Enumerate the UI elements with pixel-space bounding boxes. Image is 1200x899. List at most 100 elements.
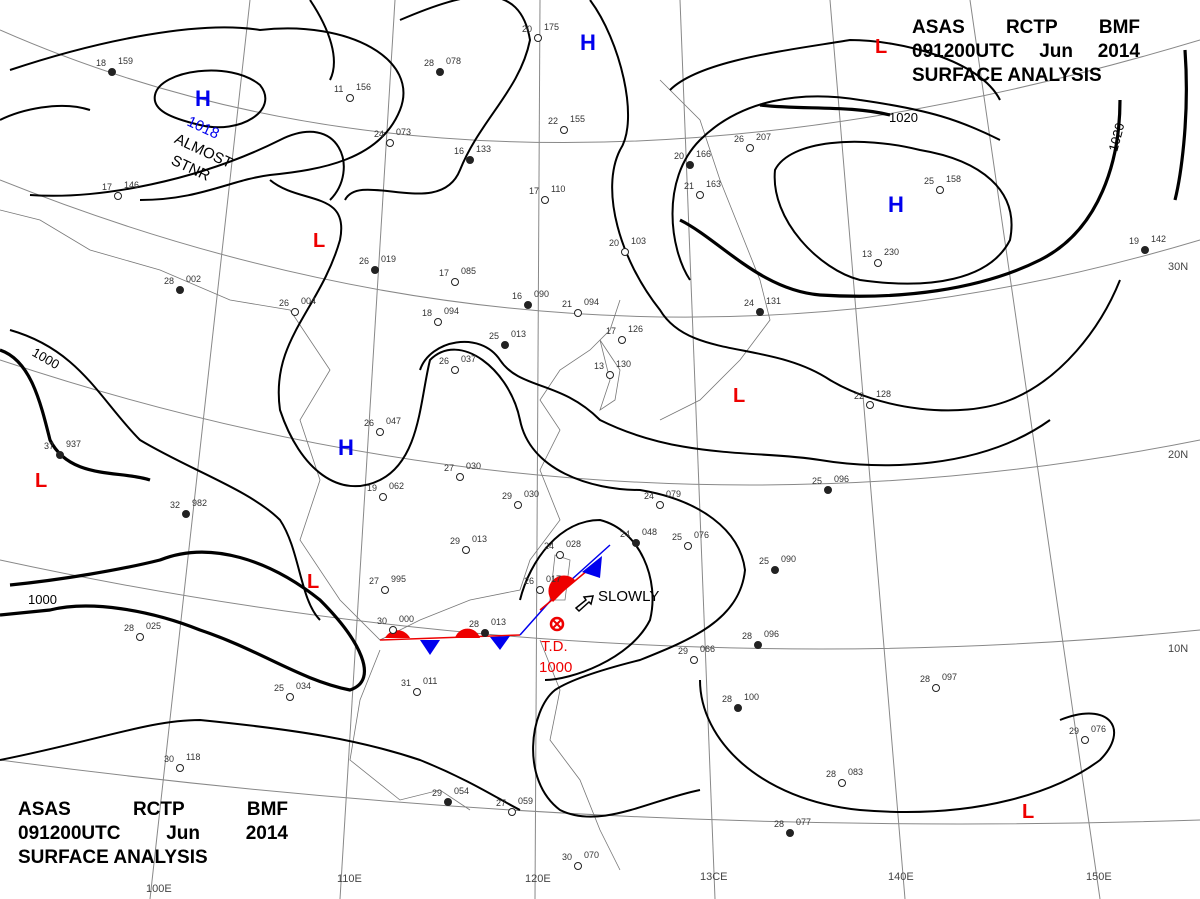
station-temp: 24 — [644, 491, 654, 501]
station-circle-icon — [508, 808, 516, 816]
station-plot: 13 130 — [594, 359, 631, 379]
station-temp: 30 — [164, 754, 174, 764]
station-plot: 31 011 — [401, 676, 437, 696]
station-circle-icon — [756, 308, 764, 316]
low-center: L — [875, 36, 887, 58]
td-motion: SLOWLY — [598, 588, 659, 605]
station-plot: 21 094 — [562, 297, 599, 317]
td-pressure: 1000 — [539, 659, 572, 676]
station-temp: 26 — [279, 298, 289, 308]
station-plot: 17 146 — [102, 180, 139, 200]
station-temp: 17 — [606, 326, 616, 336]
station-pressure: 142 — [1151, 234, 1166, 244]
station-pressure: 013 — [491, 617, 506, 627]
station-plot: 26 207 — [734, 132, 771, 152]
station-plot: 11 156 — [334, 82, 371, 102]
station-plot: 20 175 — [522, 22, 559, 42]
station-plot: 28 083 — [826, 767, 863, 787]
station-temp: 29 — [432, 788, 442, 798]
lon-label: 140E — [888, 871, 914, 883]
station-pressure: 085 — [461, 266, 476, 276]
station-plot: 25 090 — [759, 554, 796, 574]
station-temp: 30 — [377, 616, 387, 626]
station-pressure: 090 — [781, 554, 796, 564]
station-plot: 29 013 — [450, 534, 487, 554]
station-temp: 29 — [678, 646, 688, 656]
station-circle-icon — [786, 829, 794, 837]
station-plot: 26 017 — [524, 574, 561, 594]
station-circle-icon — [481, 629, 489, 637]
station-temp: 27 — [496, 798, 506, 808]
station-temp: 29 — [502, 491, 512, 501]
station-plot: 29 076 — [1069, 724, 1106, 744]
station-circle-icon — [866, 401, 874, 409]
station-temp: 17 — [529, 186, 539, 196]
station-temp: 22 — [854, 391, 864, 401]
title-text: RCTP — [1005, 17, 1058, 38]
stationary-front — [379, 544, 611, 655]
station-plot: 17 126 — [606, 324, 643, 344]
station-circle-icon — [536, 586, 544, 594]
station-temp: 20 — [522, 24, 532, 34]
station-plot: 13 230 — [862, 247, 899, 267]
station-temp: 25 — [759, 556, 769, 566]
station-circle-icon — [136, 633, 144, 641]
station-pressure: 070 — [584, 850, 599, 860]
station-temp: 25 — [812, 476, 822, 486]
station-circle-icon — [734, 704, 742, 712]
title-text: ASAS — [912, 17, 965, 38]
warm-front-symbol — [455, 628, 480, 638]
station-temp: 16 — [512, 291, 522, 301]
station-pressure: 175 — [544, 22, 559, 32]
station-temp: 13 — [862, 249, 872, 259]
station-circle-icon — [541, 196, 549, 204]
cold-front-symbol — [490, 636, 510, 650]
station-pressure: 059 — [518, 796, 533, 806]
station-plot: 19 142 — [1129, 234, 1166, 254]
station-pressure: 110 — [551, 184, 565, 194]
station-temp: 28 — [826, 769, 836, 779]
station-pressure: 030 — [524, 489, 539, 499]
station-pressure: 066 — [700, 644, 715, 654]
high-center: H — [195, 86, 211, 111]
station-circle-icon — [621, 248, 629, 256]
title-text: Jun — [166, 823, 200, 844]
isobar-label: 1020 — [889, 110, 918, 125]
station-temp: 26 — [524, 576, 534, 586]
station-pressure: 054 — [454, 786, 469, 796]
isobars — [0, 0, 1188, 818]
station-temp: 30 — [562, 852, 572, 862]
title-text: RCTP — [132, 799, 185, 820]
station-circle-icon — [291, 308, 299, 316]
station-circle-icon — [386, 139, 394, 147]
station-circle-icon — [696, 191, 704, 199]
station-circle-icon — [560, 126, 568, 134]
grid-labels: 30N 20N 10N 100E 110E 120E 13CE 140E 150… — [146, 261, 1188, 895]
station-circle-icon — [381, 586, 389, 594]
station-temp: 18 — [96, 58, 106, 68]
station-circle-icon — [1081, 736, 1089, 744]
tropical-depression-icon — [552, 619, 562, 629]
lat-label: 10N — [1168, 643, 1188, 655]
station-temp: 18 — [422, 308, 432, 318]
station-temp: 24 — [374, 129, 384, 139]
station-plot: 20 166 — [674, 149, 711, 169]
lat-label: 30N — [1168, 261, 1188, 273]
station-temp: 25 — [924, 176, 934, 186]
station-plot: 28 100 — [722, 692, 759, 712]
station-pressure: 083 — [848, 767, 863, 777]
station-plot: 28 002 — [164, 274, 201, 294]
station-plot: 28 077 — [774, 817, 811, 837]
station-plot: 26 037 — [439, 354, 476, 374]
station-temp: 26 — [359, 256, 369, 266]
lon-label: 150E — [1086, 871, 1112, 883]
station-pressure: 131 — [766, 296, 781, 306]
station-plot: 25 034 — [274, 681, 311, 701]
station-circle-icon — [656, 501, 664, 509]
station-plot: 28 096 — [742, 629, 779, 649]
station-temp: 27 — [369, 576, 379, 586]
isobar-label: 1000 — [28, 592, 57, 607]
station-plot: 20 103 — [609, 236, 646, 256]
station-plot: 28 097 — [920, 672, 957, 692]
